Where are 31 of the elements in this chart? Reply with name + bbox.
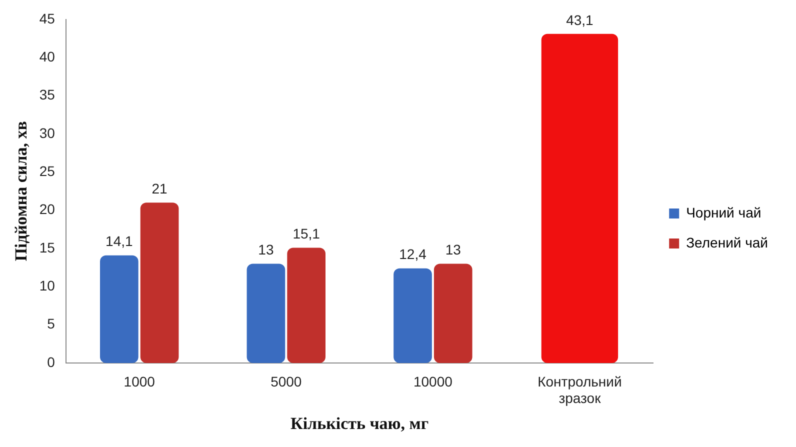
y-tick-label: 35 [39, 86, 56, 103]
data-label: 15,1 [292, 226, 320, 242]
y-tick-label: 20 [39, 201, 56, 218]
y-tick-label: 40 [39, 48, 56, 64]
y-tick-label: 0 [47, 354, 56, 370]
x-tick-label: 10000 [413, 373, 453, 390]
x-axis-title: Кількість чаю, мг [290, 414, 429, 434]
data-label: 21 [152, 180, 168, 197]
bar [100, 255, 138, 363]
data-label: 13 [445, 242, 462, 258]
bar [394, 268, 432, 363]
x-tick-label: 5000 [270, 373, 302, 390]
legend-label: Зелений чай [686, 234, 768, 250]
y-tick-label: 10 [39, 278, 56, 294]
y-tick-label: 15 [39, 239, 56, 256]
x-tick-label: 1000 [124, 373, 156, 390]
data-label: 14,1 [106, 233, 134, 250]
x-tick-label: Контрольний зразок [538, 373, 622, 406]
data-label: 43,1 [566, 12, 594, 28]
y-tick-label: 25 [39, 162, 56, 179]
bar [246, 264, 286, 363]
y-axis-title: Підйомна сила, хв [12, 121, 31, 262]
y-tick-label: 30 [39, 124, 56, 141]
y-tick-label: 45 [39, 10, 56, 26]
bar [434, 264, 472, 363]
y-tick-label: 5 [47, 316, 56, 332]
bar [287, 248, 326, 363]
data-label: 13 [258, 242, 274, 258]
data-label: 12,4 [399, 246, 427, 262]
legend-label: Чорний чай [686, 204, 762, 220]
bar [140, 202, 179, 363]
